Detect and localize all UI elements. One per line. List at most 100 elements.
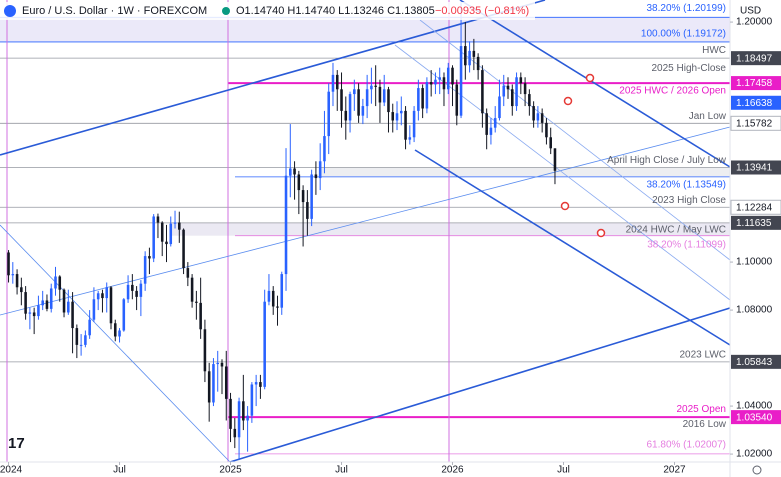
candle-body [459,46,463,116]
candle-body [519,77,523,84]
candle-body [400,110,403,114]
candle-body [374,85,377,87]
candle-body [378,86,382,103]
change: −0.00935 (−0.81%) [435,5,529,17]
candle-body [58,276,62,290]
level-note: Jan Low [689,111,727,122]
candle-body [468,50,471,66]
currency[interactable]: USD [740,6,761,17]
symbol-icon[interactable] [4,5,16,17]
candle-body [412,110,416,138]
level-note: 38.20% (1.13549) [646,180,726,191]
candle-body [357,89,360,116]
candle-body [75,328,79,345]
price-tag-label: 1.13941 [736,163,773,174]
candle-body [502,85,506,97]
level-note: 2024 HWC / May LWC [626,224,726,235]
candle-body [254,382,258,385]
pivot-marker [563,96,573,106]
time-axis [0,462,781,477]
price-tag-label: 1.11635 [736,218,772,229]
candle-body [434,79,437,85]
channel-median [0,126,731,316]
level-note: 38.20% (1.11099) [647,239,726,250]
candle-body [37,305,40,317]
candle-body [173,222,177,224]
channel-line [414,149,731,346]
candle-body [45,300,49,309]
candle-body [523,83,527,95]
notes: 38.20% (1.20199) 100.00% (1.19172) HWC 2025… [607,3,727,451]
x-tick-label: 2024 [0,465,23,476]
candle-body [216,362,219,365]
candle-body [297,174,301,191]
candle-body [41,300,44,306]
channel-median [419,19,731,261]
price-tag [731,160,781,175]
candle-body [182,229,185,269]
candle-body [408,137,412,140]
candle-body [11,274,15,276]
level-note: 2016 Low [683,419,727,430]
level-note: 2025 Open [677,404,727,415]
candle-body [506,85,510,90]
candle-body [7,252,10,276]
candle-body [259,382,262,387]
price-tag [730,199,781,215]
x-tick-label: Jul [113,465,126,476]
zones [0,17,730,236]
level-note: 2023 High Close [652,195,726,206]
candle-body [113,323,117,337]
candle-body [540,113,544,123]
candle-body [212,364,215,403]
level-note: 100.00% (1.19172) [641,29,726,40]
candle-body [310,174,313,219]
x-tick-label: Jul [335,465,348,476]
price-tag [731,215,781,230]
candle-body [271,290,275,307]
candle-body [545,122,548,138]
logo[interactable]: 17 [8,435,25,452]
candle-body [92,299,96,320]
pivot-marker [596,228,606,238]
y-tick-label: 1.20000 [736,17,773,28]
candle-body [186,268,190,278]
candle-body [24,292,27,314]
candle-body [160,222,164,242]
symbol[interactable]: Euro / U.S. Dollar · 1W · FOREXCOM [22,5,207,17]
candle-body [199,302,202,330]
candle-body [515,77,518,107]
price-tag-label: 1.17458 [736,78,773,89]
level-note: 38.20% (1.20199) [646,3,726,14]
candle-body [62,289,66,313]
candle-body [118,330,121,337]
candle-body [109,287,113,324]
settings-icon[interactable] [752,465,762,475]
price-tag-label: 1.16638 [736,98,773,109]
level-note: 2025 High-Close [652,63,727,74]
candle-body [511,89,514,107]
candle-body [246,415,249,421]
candle-body [442,77,446,90]
price-tag [730,115,781,131]
candle-body [96,293,100,300]
candle-body [233,428,237,438]
candle-body [242,401,245,421]
candle-body [28,312,32,314]
candle-body [446,67,450,90]
ohlc: O1.14740 H1.14740 L1.13246 C1.13805 [236,5,435,17]
candle-body [71,301,74,329]
candle-body [32,312,36,317]
candle-body [293,168,296,175]
axes: 1.02000 1.04000 1.08000 1.10000 1.20000 1.184… [0,17,781,476]
candle-body [417,88,420,111]
candle-body [237,401,241,438]
x-tick-label: 2027 [663,465,686,476]
candle-body [229,398,232,429]
candle-body [549,137,552,149]
candle-body [267,290,271,302]
price-tag [731,95,781,110]
candle-body [481,70,484,114]
candle-body [88,319,91,336]
